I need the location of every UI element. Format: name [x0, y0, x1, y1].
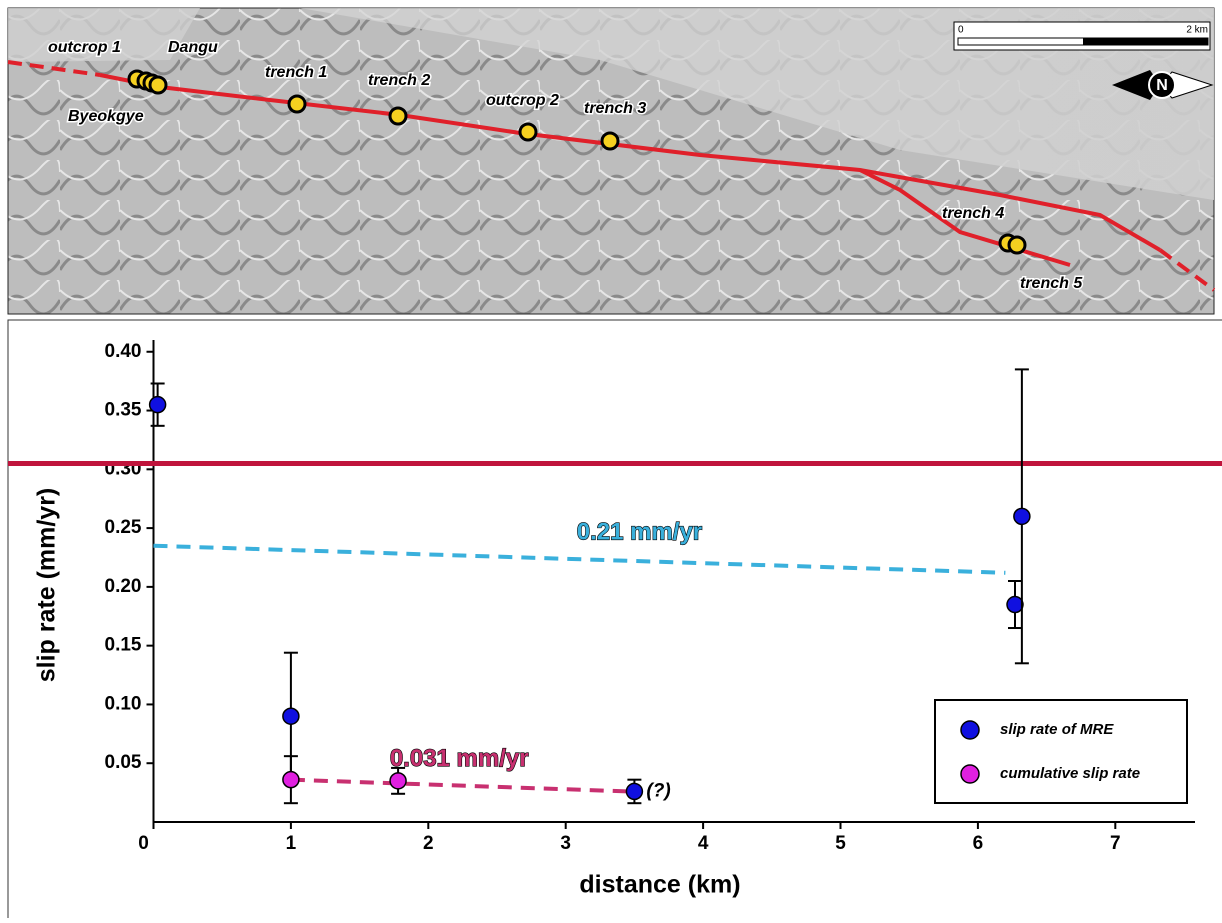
page: outcrop 1 Dangu Byeokgye trench 1 trench 2 ou…: [0, 0, 1222, 923]
y-tick-label: 0.15: [105, 635, 142, 656]
trend-line: [154, 546, 1006, 573]
site-label: trench 1: [265, 64, 327, 81]
scale-segment: [1083, 38, 1208, 45]
site-marker: [150, 77, 166, 93]
x-tick-label: 6: [973, 833, 984, 854]
map: outcrop 1 Dangu Byeokgye trench 1 trench 2 ou…: [8, 8, 1214, 314]
site-label: trench 4: [942, 205, 1004, 222]
site-marker: [289, 96, 305, 112]
site-label: trench 2: [368, 72, 430, 89]
x-tick-label: 1: [286, 833, 297, 854]
y-tick-label: 0.10: [105, 693, 142, 714]
data-point: [626, 783, 642, 799]
scale-box: [954, 22, 1210, 50]
y-tick-label: 0.25: [105, 517, 142, 538]
trend-line: [291, 780, 628, 792]
scale-label: 0: [958, 25, 964, 36]
x-tick-label: 5: [835, 833, 846, 854]
x-tick-label: 7: [1110, 833, 1121, 854]
site-marker: [1009, 237, 1025, 253]
y-tick-label: 0.05: [105, 752, 142, 773]
site-label: Dangu: [168, 39, 218, 56]
data-point: [283, 772, 299, 788]
y-tick-label: 0.40: [105, 341, 142, 362]
x-tick-label: 3: [560, 833, 571, 854]
y-tick-label: 0.35: [105, 400, 142, 421]
x-tick-label: 2: [423, 833, 434, 854]
legend-box: [935, 700, 1187, 803]
legend-marker: [961, 765, 979, 783]
y-tick-label: 0.20: [105, 576, 142, 597]
trend-label: 0.031 mm/yr: [390, 745, 529, 772]
y-axis-label: slip rate (mm/yr): [33, 488, 61, 683]
legend-label: slip rate of MRE: [1000, 721, 1114, 738]
x-tick-label: 4: [698, 833, 709, 854]
scale-label: 2 km: [1186, 25, 1208, 36]
site-label: outcrop 1: [48, 39, 121, 56]
trend-label: 0.21 mm/yr: [577, 519, 702, 546]
chart-frame: [8, 320, 1222, 918]
site-label: Byeokgye: [68, 108, 144, 125]
data-point: [1014, 508, 1030, 524]
site-label: trench 5: [1020, 275, 1083, 292]
scale-bar: 0 2 km: [954, 22, 1210, 50]
site-marker: [520, 124, 536, 140]
data-point: [150, 397, 166, 413]
data-point: [283, 708, 299, 724]
annotation: (?): [646, 780, 670, 801]
figure: outcrop 1 Dangu Byeokgye trench 1 trench 2 ou…: [0, 0, 1222, 918]
data-point: [390, 773, 406, 789]
site-marker: [602, 133, 618, 149]
data-point: [1007, 597, 1023, 613]
site-label: outcrop 2: [486, 92, 559, 109]
x-tick-label: 0: [138, 833, 149, 854]
x-axis-label: distance (km): [579, 871, 740, 899]
site-marker: [390, 108, 406, 124]
legend-marker: [961, 721, 979, 739]
site-label: trench 3: [584, 100, 646, 117]
north-label: N: [1156, 77, 1168, 94]
legend-label: cumulative slip rate: [1000, 765, 1140, 782]
